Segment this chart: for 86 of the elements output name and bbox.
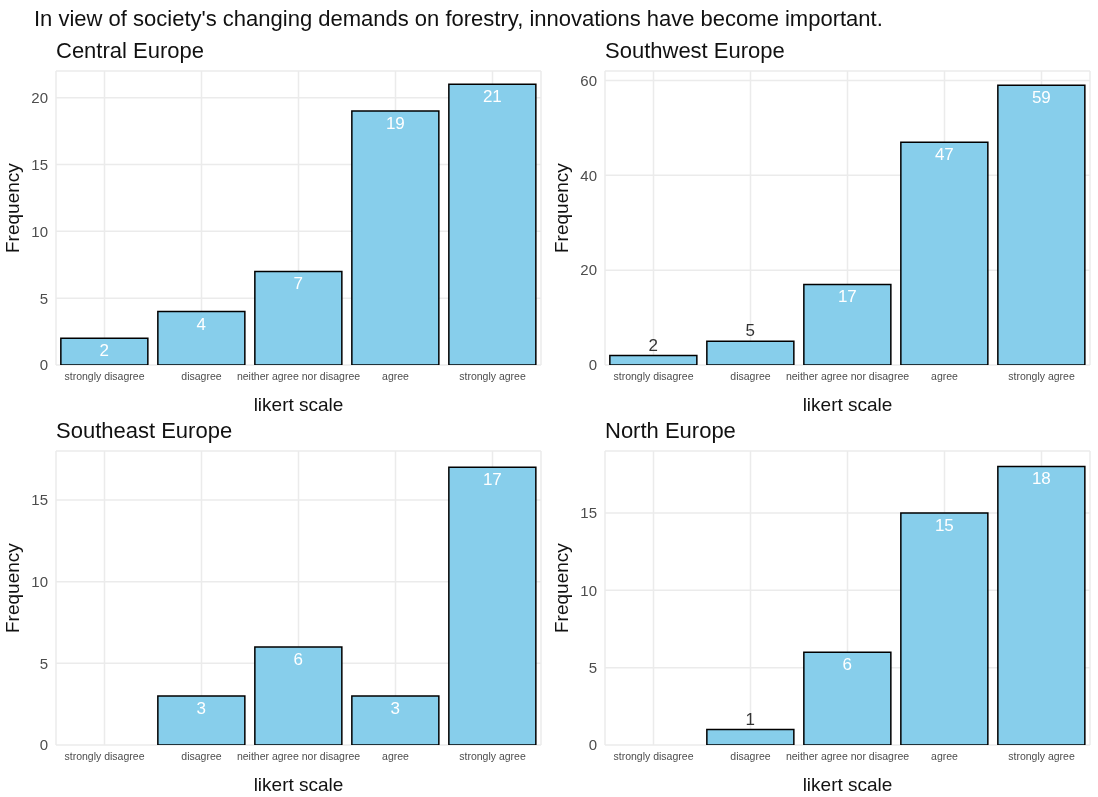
- y-axis-title: Frequency: [1, 162, 23, 253]
- x-tick-label: agree: [931, 750, 959, 763]
- y-tick-label: 15: [31, 155, 48, 173]
- bar: [706, 340, 795, 365]
- x-tick-label: disagree: [181, 750, 222, 763]
- data-label: 1: [745, 709, 756, 729]
- bar: [997, 465, 1086, 745]
- y-axis-title: Frequency: [550, 162, 572, 253]
- x-tick-label: strongly disagree: [64, 750, 145, 763]
- y-tick-label: 10: [580, 581, 597, 599]
- bar: [448, 83, 537, 365]
- x-tick-label: strongly disagree: [64, 370, 145, 383]
- x-tick-label: strongly agree: [1008, 750, 1075, 763]
- chart-title: Southeast Europe: [55, 418, 234, 445]
- y-tick-label: 10: [31, 572, 48, 590]
- x-tick-label: strongly agree: [1008, 370, 1075, 383]
- data-label: 17: [837, 287, 857, 307]
- bar: [60, 337, 149, 365]
- y-tick-label: 0: [39, 356, 48, 374]
- bar: [157, 310, 246, 365]
- y-tick-label: 40: [580, 166, 597, 184]
- bar: [609, 354, 698, 365]
- x-tick-label: strongly disagree: [613, 750, 694, 763]
- data-label: 21: [482, 87, 502, 107]
- data-label: 19: [385, 114, 405, 134]
- data-label: 6: [842, 655, 853, 675]
- data-label: 18: [1031, 469, 1051, 489]
- data-label: 47: [934, 145, 954, 165]
- y-tick-label: 60: [580, 71, 597, 89]
- bar: [706, 728, 795, 745]
- x-tick-label: strongly agree: [459, 750, 526, 763]
- chart-title: North Europe: [604, 418, 737, 445]
- x-axis-title: likert scale: [802, 774, 893, 795]
- data-label: 3: [390, 699, 401, 718]
- x-tick-label: neither agree nor disagree: [236, 370, 361, 383]
- x-axis-title: likert scale: [802, 394, 893, 415]
- data-label: 7: [293, 274, 304, 294]
- data-label: 17: [482, 470, 502, 490]
- bar: [900, 512, 989, 745]
- bar: [900, 141, 989, 365]
- data-label: 2: [648, 335, 659, 355]
- bar: [997, 84, 1086, 365]
- bar: [803, 283, 892, 365]
- bar: [803, 651, 892, 745]
- y-tick-label: 0: [588, 356, 597, 374]
- x-axis-title: likert scale: [253, 394, 344, 415]
- data-label: 59: [1031, 88, 1051, 108]
- x-tick-label: strongly disagree: [613, 370, 694, 383]
- data-label: 3: [196, 699, 207, 718]
- y-axis-title: Frequency: [550, 542, 572, 633]
- data-label: 4: [196, 314, 207, 334]
- y-tick-label: 20: [580, 261, 597, 279]
- x-tick-label: disagree: [730, 370, 771, 383]
- y-tick-label: 5: [39, 289, 48, 307]
- y-tick-label: 5: [39, 654, 48, 672]
- data-label: 2: [99, 341, 110, 361]
- data-label: 6: [293, 650, 304, 669]
- y-tick-label: 0: [39, 736, 48, 754]
- x-tick-label: agree: [931, 370, 959, 383]
- bar: [448, 466, 537, 745]
- x-tick-label: agree: [382, 370, 410, 383]
- x-tick-label: neither agree nor disagree: [236, 750, 361, 763]
- y-axis-title: Frequency: [1, 542, 23, 633]
- text: In view of society's changing demands on forestry, innovations have become important.: [33, 5, 884, 33]
- x-tick-label: disagree: [730, 750, 771, 763]
- y-tick-label: 5: [588, 658, 597, 676]
- chart-title: Southwest Europe: [604, 38, 786, 65]
- bar: [254, 270, 343, 365]
- bar: [254, 646, 343, 745]
- bar: [351, 110, 440, 365]
- x-tick-label: disagree: [181, 370, 222, 383]
- data-label: 15: [934, 515, 954, 535]
- x-axis-title: likert scale: [253, 774, 344, 795]
- y-tick-label: 0: [588, 736, 597, 754]
- data-label: 5: [745, 321, 756, 341]
- y-tick-label: 15: [580, 504, 597, 522]
- x-tick-label: neither agree nor disagree: [785, 750, 910, 763]
- x-tick-label: strongly agree: [459, 370, 526, 383]
- x-tick-label: agree: [382, 750, 410, 763]
- x-tick-label: neither agree nor disagree: [785, 370, 910, 383]
- y-tick-label: 20: [31, 89, 48, 107]
- bar: [351, 695, 440, 745]
- bar: [157, 695, 246, 745]
- chart-title: Central Europe: [55, 38, 205, 65]
- y-tick-label: 10: [31, 222, 48, 240]
- y-tick-label: 15: [31, 491, 48, 509]
